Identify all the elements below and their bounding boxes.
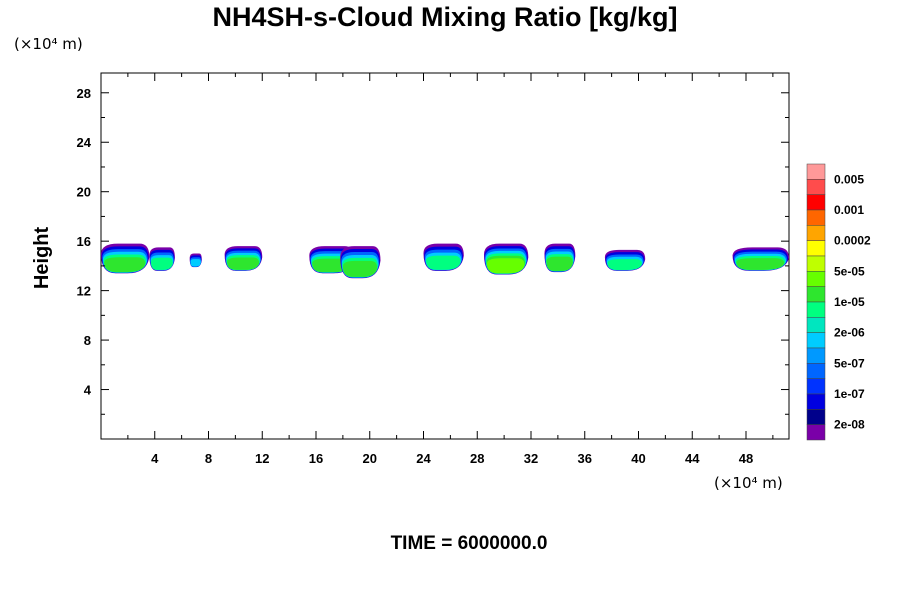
cloud-field bbox=[101, 243, 789, 279]
colorbar-swatch bbox=[806, 240, 826, 257]
cloud-band bbox=[342, 260, 378, 277]
cloud bbox=[732, 247, 789, 271]
colorbar-swatch bbox=[806, 286, 826, 303]
x-tick-label: 36 bbox=[578, 451, 592, 466]
cloud-band bbox=[546, 256, 573, 271]
cloud-band bbox=[607, 259, 642, 270]
cloud bbox=[604, 249, 646, 271]
y-tick-label: 8 bbox=[84, 333, 91, 348]
x-unit-label: (×10⁴ m) bbox=[714, 474, 783, 492]
colorbar-labels: 0.005 0.001 0.0002 5e-05 1e-05 2e-06 5e-07 1e-0… bbox=[834, 172, 871, 431]
x-tick-label: 40 bbox=[631, 451, 645, 466]
cloud-band bbox=[104, 257, 146, 273]
colorbar-label: 0.005 bbox=[834, 172, 864, 186]
x-tick-label: 44 bbox=[685, 451, 700, 466]
cloud-band bbox=[736, 258, 785, 270]
colorbar-label: 1e-07 bbox=[834, 387, 865, 401]
cloud bbox=[544, 243, 576, 273]
colorbar-swatch bbox=[806, 378, 826, 395]
cloud bbox=[101, 243, 150, 274]
colorbar-swatch bbox=[806, 225, 826, 241]
y-tick-label: 20 bbox=[77, 185, 91, 200]
cloud-band bbox=[151, 257, 173, 270]
cloud bbox=[423, 243, 464, 271]
colorbar-label: 0.0002 bbox=[834, 234, 871, 248]
colorbar-swatch bbox=[806, 393, 826, 410]
colorbar bbox=[806, 163, 826, 441]
x-tick-label: 20 bbox=[363, 451, 377, 466]
y-tick-label: 24 bbox=[77, 135, 92, 150]
time-footer: TIME = 6000000.0 bbox=[391, 533, 548, 554]
y-tick-label: 12 bbox=[77, 284, 91, 299]
cloud-band bbox=[426, 255, 461, 270]
cloud-band bbox=[190, 259, 201, 267]
colorbar-swatch bbox=[806, 255, 826, 272]
colorbar-label: 2e-06 bbox=[834, 326, 865, 340]
colorbar-label: 5e-05 bbox=[834, 264, 865, 278]
y-tick-label: 16 bbox=[77, 234, 91, 249]
x-tick-label: 32 bbox=[524, 451, 538, 466]
colorbar-swatch bbox=[806, 424, 826, 441]
cloud bbox=[483, 243, 529, 275]
colorbar-label: 1e-05 bbox=[834, 295, 865, 309]
colorbar-swatch bbox=[806, 179, 826, 195]
x-tick-label: 4 bbox=[151, 451, 159, 466]
colorbar-swatch bbox=[806, 163, 826, 180]
colorbar-label: 2e-08 bbox=[834, 418, 865, 432]
x-tick-labels: 4 8 12 16 20 24 28 32 36 40 44 48 bbox=[151, 451, 753, 466]
x-tick-label: 24 bbox=[416, 451, 431, 466]
colorbar-swatch bbox=[806, 317, 826, 333]
cloud bbox=[224, 246, 263, 271]
colorbar-swatch bbox=[806, 301, 826, 318]
x-tick-label: 12 bbox=[255, 451, 269, 466]
colorbar-swatch bbox=[806, 347, 826, 364]
y-unit-label: (×10⁴ m) bbox=[14, 35, 83, 53]
x-tick-label: 16 bbox=[309, 451, 323, 466]
x-tick-label: 48 bbox=[739, 451, 753, 466]
cloud bbox=[149, 247, 175, 271]
y-axis-label: Height bbox=[31, 227, 53, 290]
colorbar-swatch bbox=[806, 363, 826, 379]
chart-title: NH4SH-s-Cloud Mixing Ratio [kg/kg] bbox=[213, 2, 678, 32]
colorbar-swatch bbox=[806, 194, 826, 211]
y-tick-label: 4 bbox=[84, 383, 92, 398]
colorbar-swatch bbox=[806, 332, 826, 349]
colorbar-swatch bbox=[806, 409, 826, 425]
cloud-band bbox=[227, 257, 260, 270]
x-tick-label: 28 bbox=[470, 451, 484, 466]
y-tick-label: 28 bbox=[77, 86, 91, 101]
y-tick-labels: 4 8 12 16 20 24 28 bbox=[77, 86, 92, 398]
x-tick-label: 8 bbox=[205, 451, 212, 466]
colorbar-label: 5e-07 bbox=[834, 356, 865, 370]
axis-ticks bbox=[101, 73, 789, 439]
cloud-band bbox=[487, 258, 525, 274]
cloud bbox=[340, 246, 381, 279]
colorbar-label: 0.001 bbox=[834, 203, 864, 217]
colorbar-swatch bbox=[806, 271, 826, 287]
cloud bbox=[189, 253, 202, 268]
colorbar-swatch bbox=[806, 209, 826, 226]
